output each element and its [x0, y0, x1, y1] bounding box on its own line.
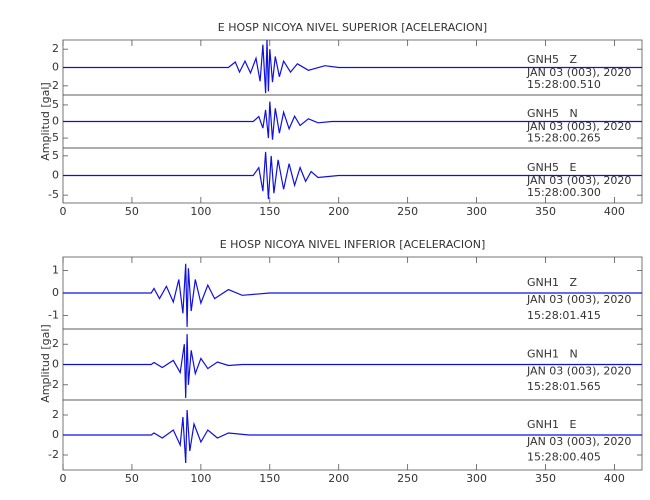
waveform: [63, 101, 642, 140]
y-tick-label: 0: [52, 115, 59, 128]
panel-title: E HOSP NICOYA NIVEL INFERIOR [ACELERACIO…: [220, 238, 486, 251]
x-tick-label: 0: [60, 472, 67, 485]
x-tick-label: 300: [466, 205, 487, 218]
y-tick-label: 2: [52, 42, 59, 55]
date-label: JAN 03 (003), 2020: [526, 435, 631, 448]
station-label: GNH1 E: [527, 418, 577, 431]
time-label: 15:28:01.415: [527, 309, 601, 322]
date-label: JAN 03 (003), 2020: [526, 120, 631, 133]
date-label: JAN 03 (003), 2020: [526, 365, 631, 378]
x-tick-label: 250: [397, 472, 418, 485]
x-tick-label: 0: [60, 205, 67, 218]
x-tick-label: 200: [328, 205, 349, 218]
x-tick-label: 350: [535, 205, 556, 218]
x-tick-label: 100: [190, 472, 211, 485]
y-tick-label: 5: [52, 98, 59, 111]
y-tick-label: 0: [52, 286, 59, 299]
waveform: [63, 409, 642, 464]
date-label: JAN 03 (003), 2020: [526, 174, 631, 187]
time-label: 15:28:00.510: [527, 78, 601, 91]
time-label: 15:28:00.405: [527, 450, 601, 463]
panel-title: E HOSP NICOYA NIVEL SUPERIOR [ACELERACIO…: [218, 21, 487, 34]
date-label: JAN 03 (003), 2020: [526, 293, 631, 306]
y-axis-label: Amplitud [gal]: [39, 82, 52, 160]
waveform: [63, 334, 642, 399]
x-tick-label: 200: [328, 472, 349, 485]
waveform: [63, 151, 642, 200]
time-label: 15:28:01.565: [527, 380, 601, 393]
y-tick-label: -2: [48, 448, 59, 461]
y-tick-label: 2: [52, 408, 59, 421]
waveform: [63, 39, 642, 94]
x-tick-label: 150: [259, 205, 280, 218]
x-tick-label: 300: [466, 472, 487, 485]
x-tick-label: 400: [604, 205, 625, 218]
x-tick-label: 150: [259, 472, 280, 485]
x-tick-label: 350: [535, 472, 556, 485]
y-axis-label: Amplitud [gal]: [39, 324, 52, 402]
date-label: JAN 03 (003), 2020: [526, 66, 631, 79]
station-label: GNH5 Z: [527, 53, 578, 66]
y-tick-label: -2: [48, 378, 59, 391]
y-tick-label: -5: [48, 188, 59, 201]
x-tick-label: 400: [604, 472, 625, 485]
y-tick-label: -1: [48, 309, 59, 322]
x-tick-label: 250: [397, 205, 418, 218]
station-label: GNH1 N: [527, 348, 578, 361]
y-tick-label: 2: [52, 337, 59, 350]
x-tick-label: 50: [125, 205, 139, 218]
time-label: 15:28:00.265: [527, 131, 601, 144]
x-tick-label: 50: [125, 472, 139, 485]
y-tick-label: 0: [52, 169, 59, 182]
time-label: 15:28:00.300: [527, 186, 601, 199]
y-tick-label: -5: [48, 131, 59, 144]
y-tick-label: 0: [52, 61, 59, 74]
station-label: GNH5 E: [527, 161, 577, 174]
x-tick-label: 100: [190, 205, 211, 218]
y-tick-label: -2: [48, 79, 59, 92]
y-tick-label: 1: [52, 264, 59, 277]
waveform: [63, 263, 642, 327]
y-tick-label: 0: [52, 428, 59, 441]
station-label: GNH1 Z: [527, 276, 578, 289]
y-tick-label: 5: [52, 149, 59, 162]
y-tick-label: 0: [52, 358, 59, 371]
station-label: GNH5 N: [527, 107, 578, 120]
